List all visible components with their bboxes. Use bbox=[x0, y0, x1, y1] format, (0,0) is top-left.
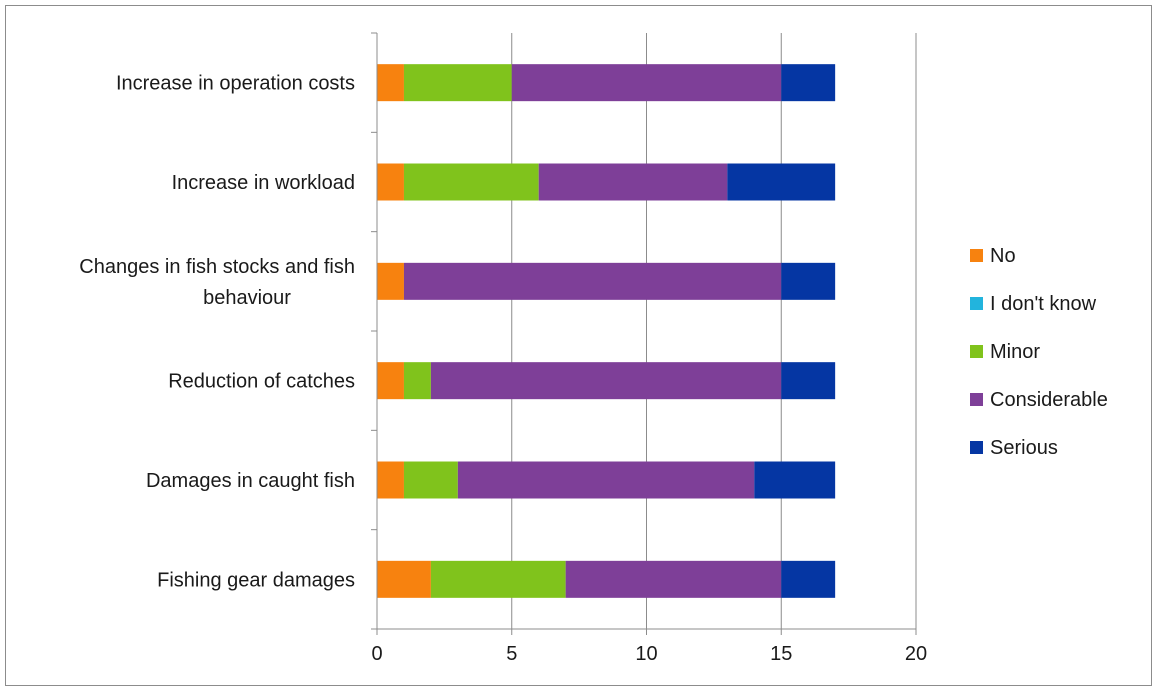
chart-frame: Increase in operation costs Increase in w… bbox=[5, 5, 1152, 686]
legend-swatch bbox=[970, 441, 983, 454]
category-label-line: Changes in fish stocks and fish bbox=[79, 256, 355, 278]
legend: No I don't know Minor Considerable Serious bbox=[970, 245, 1108, 459]
category-labels: Increase in operation costs Increase in w… bbox=[79, 73, 355, 592]
bar-segment bbox=[457, 461, 755, 499]
bar-segment bbox=[403, 262, 782, 300]
bar-segment bbox=[403, 163, 539, 201]
bar-segment bbox=[538, 163, 728, 201]
bar-segment bbox=[403, 64, 512, 102]
stacked-bar-chart: Increase in operation costs Increase in w… bbox=[79, 32, 1108, 665]
x-tick-label: 20 bbox=[905, 643, 927, 665]
bar-segment bbox=[727, 163, 836, 201]
category-label: Fishing gear damages bbox=[157, 569, 355, 591]
gridlines bbox=[511, 33, 917, 629]
x-tick-label: 0 bbox=[371, 643, 382, 665]
axes bbox=[371, 32, 917, 635]
bar-segment bbox=[781, 362, 836, 400]
legend-swatch bbox=[970, 249, 983, 262]
bar-segment bbox=[377, 560, 431, 598]
x-tick-label: 10 bbox=[635, 643, 657, 665]
bar-segment bbox=[403, 461, 458, 499]
legend-swatch bbox=[970, 393, 983, 406]
legend-swatch bbox=[970, 297, 983, 310]
bar-segment bbox=[377, 362, 404, 400]
bar-segment bbox=[511, 64, 782, 102]
bar-segment bbox=[781, 262, 836, 300]
bar-segment bbox=[403, 362, 431, 400]
bar-segment bbox=[377, 461, 404, 499]
bars bbox=[377, 64, 836, 598]
x-tick-label: 5 bbox=[506, 643, 517, 665]
bar-segment bbox=[377, 163, 404, 201]
x-tick-label: 15 bbox=[770, 643, 792, 665]
category-label: Damages in caught fish bbox=[146, 470, 355, 492]
legend-label: No bbox=[990, 245, 1016, 267]
bar-segment bbox=[565, 560, 782, 598]
category-label: Increase in operation costs bbox=[116, 73, 355, 95]
category-label: Increase in workload bbox=[172, 172, 355, 194]
legend-label: I don't know bbox=[990, 293, 1097, 315]
bar-segment bbox=[430, 362, 782, 400]
bar-segment bbox=[754, 461, 836, 499]
legend-label: Minor bbox=[990, 341, 1040, 363]
category-label-line: behaviour bbox=[203, 287, 291, 309]
category-label: Changes in fish stocks and fish behaviour bbox=[79, 256, 355, 309]
bar-segment bbox=[781, 64, 836, 102]
bar-segment bbox=[377, 262, 404, 300]
x-tick-labels: 0 5 10 15 20 bbox=[371, 643, 927, 665]
legend-label: Considerable bbox=[990, 389, 1108, 411]
legend-swatch bbox=[970, 345, 983, 358]
bar-segment bbox=[377, 64, 404, 102]
category-label: Reduction of catches bbox=[168, 371, 355, 393]
bar-segment bbox=[781, 560, 836, 598]
bar-segment bbox=[430, 560, 566, 598]
legend-label: Serious bbox=[990, 437, 1058, 459]
